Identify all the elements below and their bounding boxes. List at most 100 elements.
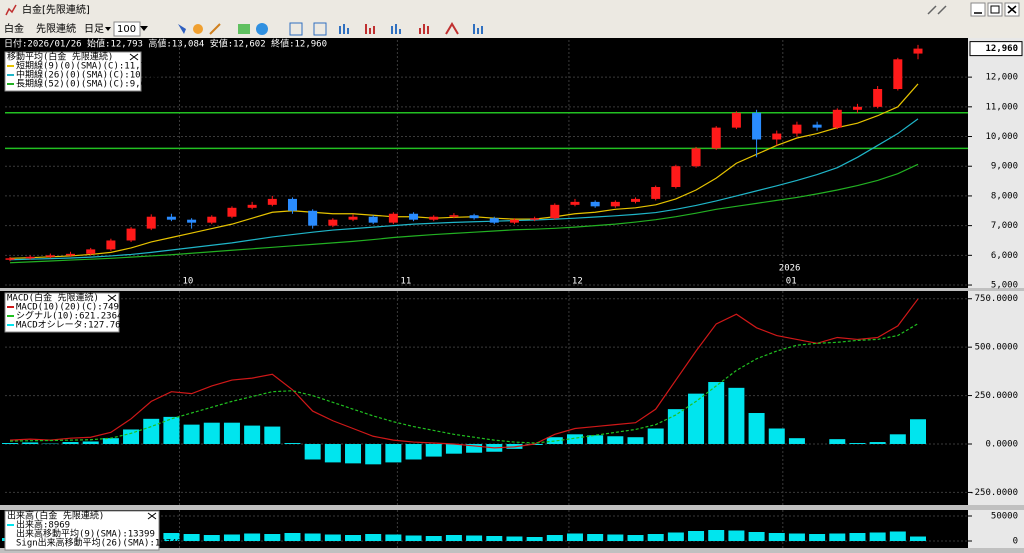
ma-line (9, 118, 919, 261)
oscillator-bar (667, 409, 684, 444)
oscillator-bar (849, 443, 866, 444)
count-spin[interactable] (140, 26, 148, 31)
toolbar (0, 20, 1024, 38)
candle-body (166, 216, 176, 220)
candle-body (106, 240, 116, 250)
volume-bar (163, 533, 180, 541)
legend-close (147, 512, 157, 520)
line-tool[interactable] (209, 23, 221, 35)
candle-body (449, 215, 459, 217)
candle-body (852, 106, 862, 110)
cursor-tool[interactable] (178, 24, 186, 34)
chart-tool-4[interactable] (445, 22, 459, 35)
volume-bar (607, 534, 624, 541)
volume-bar (264, 534, 281, 541)
volume-bar (910, 536, 926, 541)
volume-bar (244, 533, 261, 541)
candle-body (328, 219, 338, 226)
candle-body (409, 213, 419, 220)
y-tick-label: 50000 (991, 512, 1018, 522)
oscillator-bar (82, 441, 99, 444)
count-input[interactable] (113, 21, 141, 37)
draw-tool[interactable] (238, 24, 250, 34)
clock-tool[interactable] (256, 23, 268, 35)
candle-body (489, 218, 499, 223)
candle-body (772, 133, 782, 140)
y-tick-label: 10,000 (985, 132, 1018, 142)
oscillator-bar (829, 439, 846, 444)
maximize-button[interactable] (987, 2, 1003, 17)
toolbar-label: 白金 (4, 22, 24, 35)
x-tick-label: 10 (182, 277, 193, 287)
candle-body (348, 216, 358, 220)
y-tick-label: 8,000 (991, 191, 1018, 201)
oscillator-bar (62, 442, 79, 444)
y-tick-label: 5,000 (991, 281, 1018, 291)
period-dropdown-arrow[interactable] (105, 27, 111, 31)
candle-body (530, 218, 540, 220)
legend-entry: 短期線(9)(0)(SMA)(C):11,770 (16, 60, 157, 72)
candle-body (832, 109, 842, 128)
toolbar-label: 先限連続 (36, 22, 76, 35)
link-icon[interactable] (927, 5, 947, 15)
volume-bar (223, 534, 240, 541)
volume-bar (324, 534, 341, 541)
close-glyph (1007, 5, 1017, 14)
oscillator-bar (768, 428, 785, 444)
volume-bar (466, 535, 483, 541)
grid-tool[interactable] (289, 22, 303, 36)
chart-tool-5[interactable] (473, 24, 483, 34)
panel-divider (0, 288, 1024, 291)
legend-title: MACD(白金 先限連続) (7, 292, 99, 304)
oscillator-bar (728, 387, 745, 444)
year-label: 2026 (779, 264, 801, 274)
hand-tool[interactable] (193, 24, 203, 34)
volume-bar (445, 535, 462, 541)
candle-body (570, 201, 580, 205)
volume-bar (688, 531, 705, 541)
volume-bar (647, 534, 664, 541)
y-tick-label: 0.0000 (985, 439, 1018, 449)
y-tick-label: 250.0000 (975, 391, 1018, 401)
oscillator-bar (889, 434, 906, 444)
chart-tool-1[interactable] (365, 24, 375, 34)
y-tick-label: 12,000 (985, 73, 1018, 83)
candle-body (429, 216, 439, 220)
candle-body (792, 124, 802, 134)
oscillator-bar (910, 419, 926, 444)
oscillator-bar (102, 438, 119, 444)
bottom-border (0, 548, 1024, 553)
chart-tool-2[interactable] (391, 24, 401, 34)
volume-bar (385, 534, 402, 541)
y-tick-label: -250.0000 (969, 488, 1018, 498)
x-tick-label: 11 (400, 277, 411, 287)
volume-bar (748, 532, 765, 541)
candle-body (873, 89, 883, 107)
volume-bar (809, 534, 826, 541)
chart-tool-3[interactable] (419, 24, 429, 34)
legend-close (107, 294, 117, 302)
oscillator-bar (365, 443, 382, 465)
bar-tool[interactable] (339, 24, 349, 34)
maximize-glyph (990, 5, 1000, 14)
candle-body (752, 112, 762, 140)
volume-bar (203, 535, 220, 541)
volume-bar (183, 534, 200, 541)
volume-bar (486, 536, 503, 541)
window-buttons[interactable] (927, 2, 1020, 17)
toolbar-icons (178, 22, 483, 36)
volume-bar (708, 530, 725, 541)
table-tool[interactable] (313, 22, 327, 36)
candle-body (631, 198, 641, 202)
candle-body (651, 187, 661, 199)
volume-bar (546, 535, 563, 541)
legend-close (129, 53, 139, 61)
minimize-button[interactable] (970, 2, 986, 17)
y-tick-label: 750.0000 (975, 294, 1018, 304)
candle-body (287, 198, 297, 211)
oscillator-bar (183, 424, 200, 444)
oscillator-bar (203, 422, 220, 444)
oscillator-bar (405, 443, 422, 460)
ma-line (9, 323, 919, 444)
